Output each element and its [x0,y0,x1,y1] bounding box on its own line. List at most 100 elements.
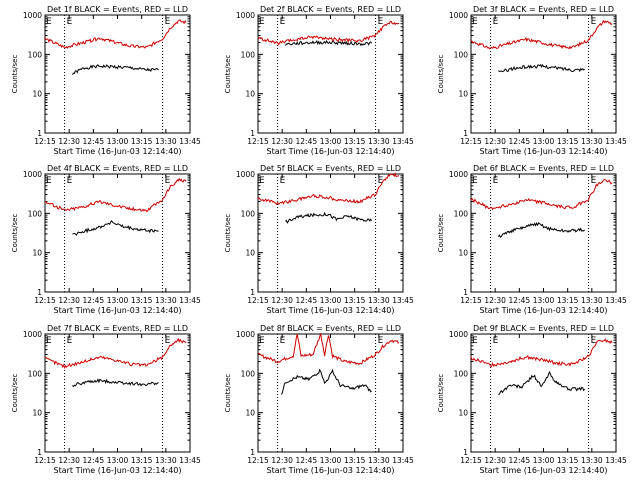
x-tick-label: 13:15 [557,296,579,305]
series-lld-line [257,20,400,46]
start-marker-label: E [259,336,265,346]
x-tick-label: 13:45 [179,296,201,305]
series-lld-line [257,333,400,366]
x-tick-label: 12:30 [484,137,506,146]
x-tick-label: 13:00 [107,456,129,465]
x-tick-label: 12:30 [271,296,293,305]
series-events-line [71,64,159,75]
y-tick-label: 1000 [449,170,468,179]
y-tick-label: 10 [458,249,468,258]
y-tick-label: 1 [250,129,255,138]
flare-marker-label: E [67,17,73,27]
y-tick-label: 1 [37,448,42,457]
flare-marker-label: E [493,336,499,346]
y-tick-label: 1 [250,448,255,457]
start-marker-label: E [472,17,478,27]
x-tick-label: 13:15 [344,456,366,465]
y-tick-label: 1 [463,129,468,138]
y-axis-label: Counts/sec [437,374,445,413]
start-marker-label: E [472,176,478,186]
flare-marker-label: E [378,17,384,27]
x-tick-label: 12:30 [58,137,80,146]
flare-marker-label: E [493,176,499,186]
y-tick-label: 1000 [23,170,42,179]
chart-title: Det 2f BLACK = Events, RED = LLD [260,5,401,14]
x-tick-label: 13:30 [581,456,603,465]
y-tick-label: 10 [458,409,468,418]
series-events-line [498,370,586,396]
panel-9: Det 9f BLACK = Events, RED = LLD Start Ti… [437,324,627,475]
y-tick-label: 1000 [23,330,42,339]
series-events-line [284,39,373,47]
x-tick-label: 12:45 [296,137,318,146]
y-tick-label: 10 [245,409,255,418]
flare-marker-label: E [378,336,384,346]
y-axis-label: Counts/sec [224,55,232,94]
y-axis-label: Counts/sec [224,374,232,413]
flare-marker-label: E [67,176,73,186]
flare-marker-label: E [493,17,499,27]
x-tick-label: 12:45 [509,137,531,146]
x-tick-label: 13:00 [533,137,555,146]
y-tick-label: 10 [32,249,42,258]
series-events-line [72,219,159,236]
series-lld-line [44,177,187,213]
series-lld-line [470,179,613,211]
x-axis-label: Start Time (16-Jun-03 12:14:40) [267,147,395,156]
y-tick-label: 10 [458,90,468,99]
flare-marker-label: E [280,17,286,27]
x-tick-label: 12:30 [58,456,80,465]
chart-title: Det 4f BLACK = Events, RED = LLD [47,164,188,173]
chart-title: Det 3f BLACK = Events, RED = LLD [473,5,614,14]
plot-frame [44,14,191,134]
x-tick-label: 12:30 [271,137,293,146]
x-tick-label: 12:15 [34,137,56,146]
series-lld-line [44,337,187,370]
y-tick-label: 1 [37,129,42,138]
x-tick-label: 12:15 [460,456,482,465]
x-tick-label: 12:15 [247,456,269,465]
y-tick-label: 100 [241,50,256,59]
x-tick-label: 13:00 [107,137,129,146]
start-marker-label: E [259,17,265,27]
y-tick-label: 100 [241,369,256,378]
y-tick-label: 100 [454,50,469,59]
series-events-line [72,378,159,388]
panel-4: Det 4f BLACK = Events, RED = LLD Start Ti… [11,164,201,315]
panel-8: Det 8f BLACK = Events, RED = LLD Start Ti… [224,324,414,475]
y-tick-label: 10 [245,90,255,99]
panel-5: Det 5f BLACK = Events, RED = LLD Start Ti… [224,164,414,315]
flare-marker-label: E [165,336,171,346]
x-tick-label: 13:00 [533,456,555,465]
x-axis-label: Start Time (16-Jun-03 12:14:40) [54,147,182,156]
flare-marker-label: E [591,176,597,186]
panel-3: Det 3f BLACK = Events, RED = LLD Start Ti… [437,5,627,156]
start-marker-label: E [46,336,52,346]
chart-title: Det 9f BLACK = Events, RED = LLD [473,324,614,333]
x-axis-label: Start Time (16-Jun-03 12:14:40) [54,466,182,475]
chart-title: Det 6f BLACK = Events, RED = LLD [473,164,614,173]
x-tick-label: 13:15 [557,137,579,146]
plot-frame [44,173,191,293]
x-tick-label: 13:30 [368,456,390,465]
series-lld-line [470,19,613,50]
chart-title: Det 8f BLACK = Events, RED = LLD [260,324,401,333]
x-tick-label: 13:30 [368,296,390,305]
flare-marker-label: E [280,336,286,346]
x-tick-label: 12:15 [247,137,269,146]
plot-frame [257,173,404,293]
x-tick-label: 12:45 [296,296,318,305]
y-tick-label: 1 [250,288,255,297]
series-events-line [497,221,585,238]
x-tick-label: 13:15 [131,456,153,465]
x-axis-label: Start Time (16-Jun-03 12:14:40) [267,466,395,475]
plot-frame [44,333,191,453]
x-tick-label: 13:45 [392,137,414,146]
series-events-line [498,63,585,73]
y-tick-label: 1 [463,448,468,457]
x-axis-label: Start Time (16-Jun-03 12:14:40) [267,306,395,315]
x-tick-label: 13:45 [179,137,201,146]
y-axis-label: Counts/sec [437,214,445,253]
x-tick-label: 13:15 [344,137,366,146]
flare-marker-label: E [165,176,171,186]
